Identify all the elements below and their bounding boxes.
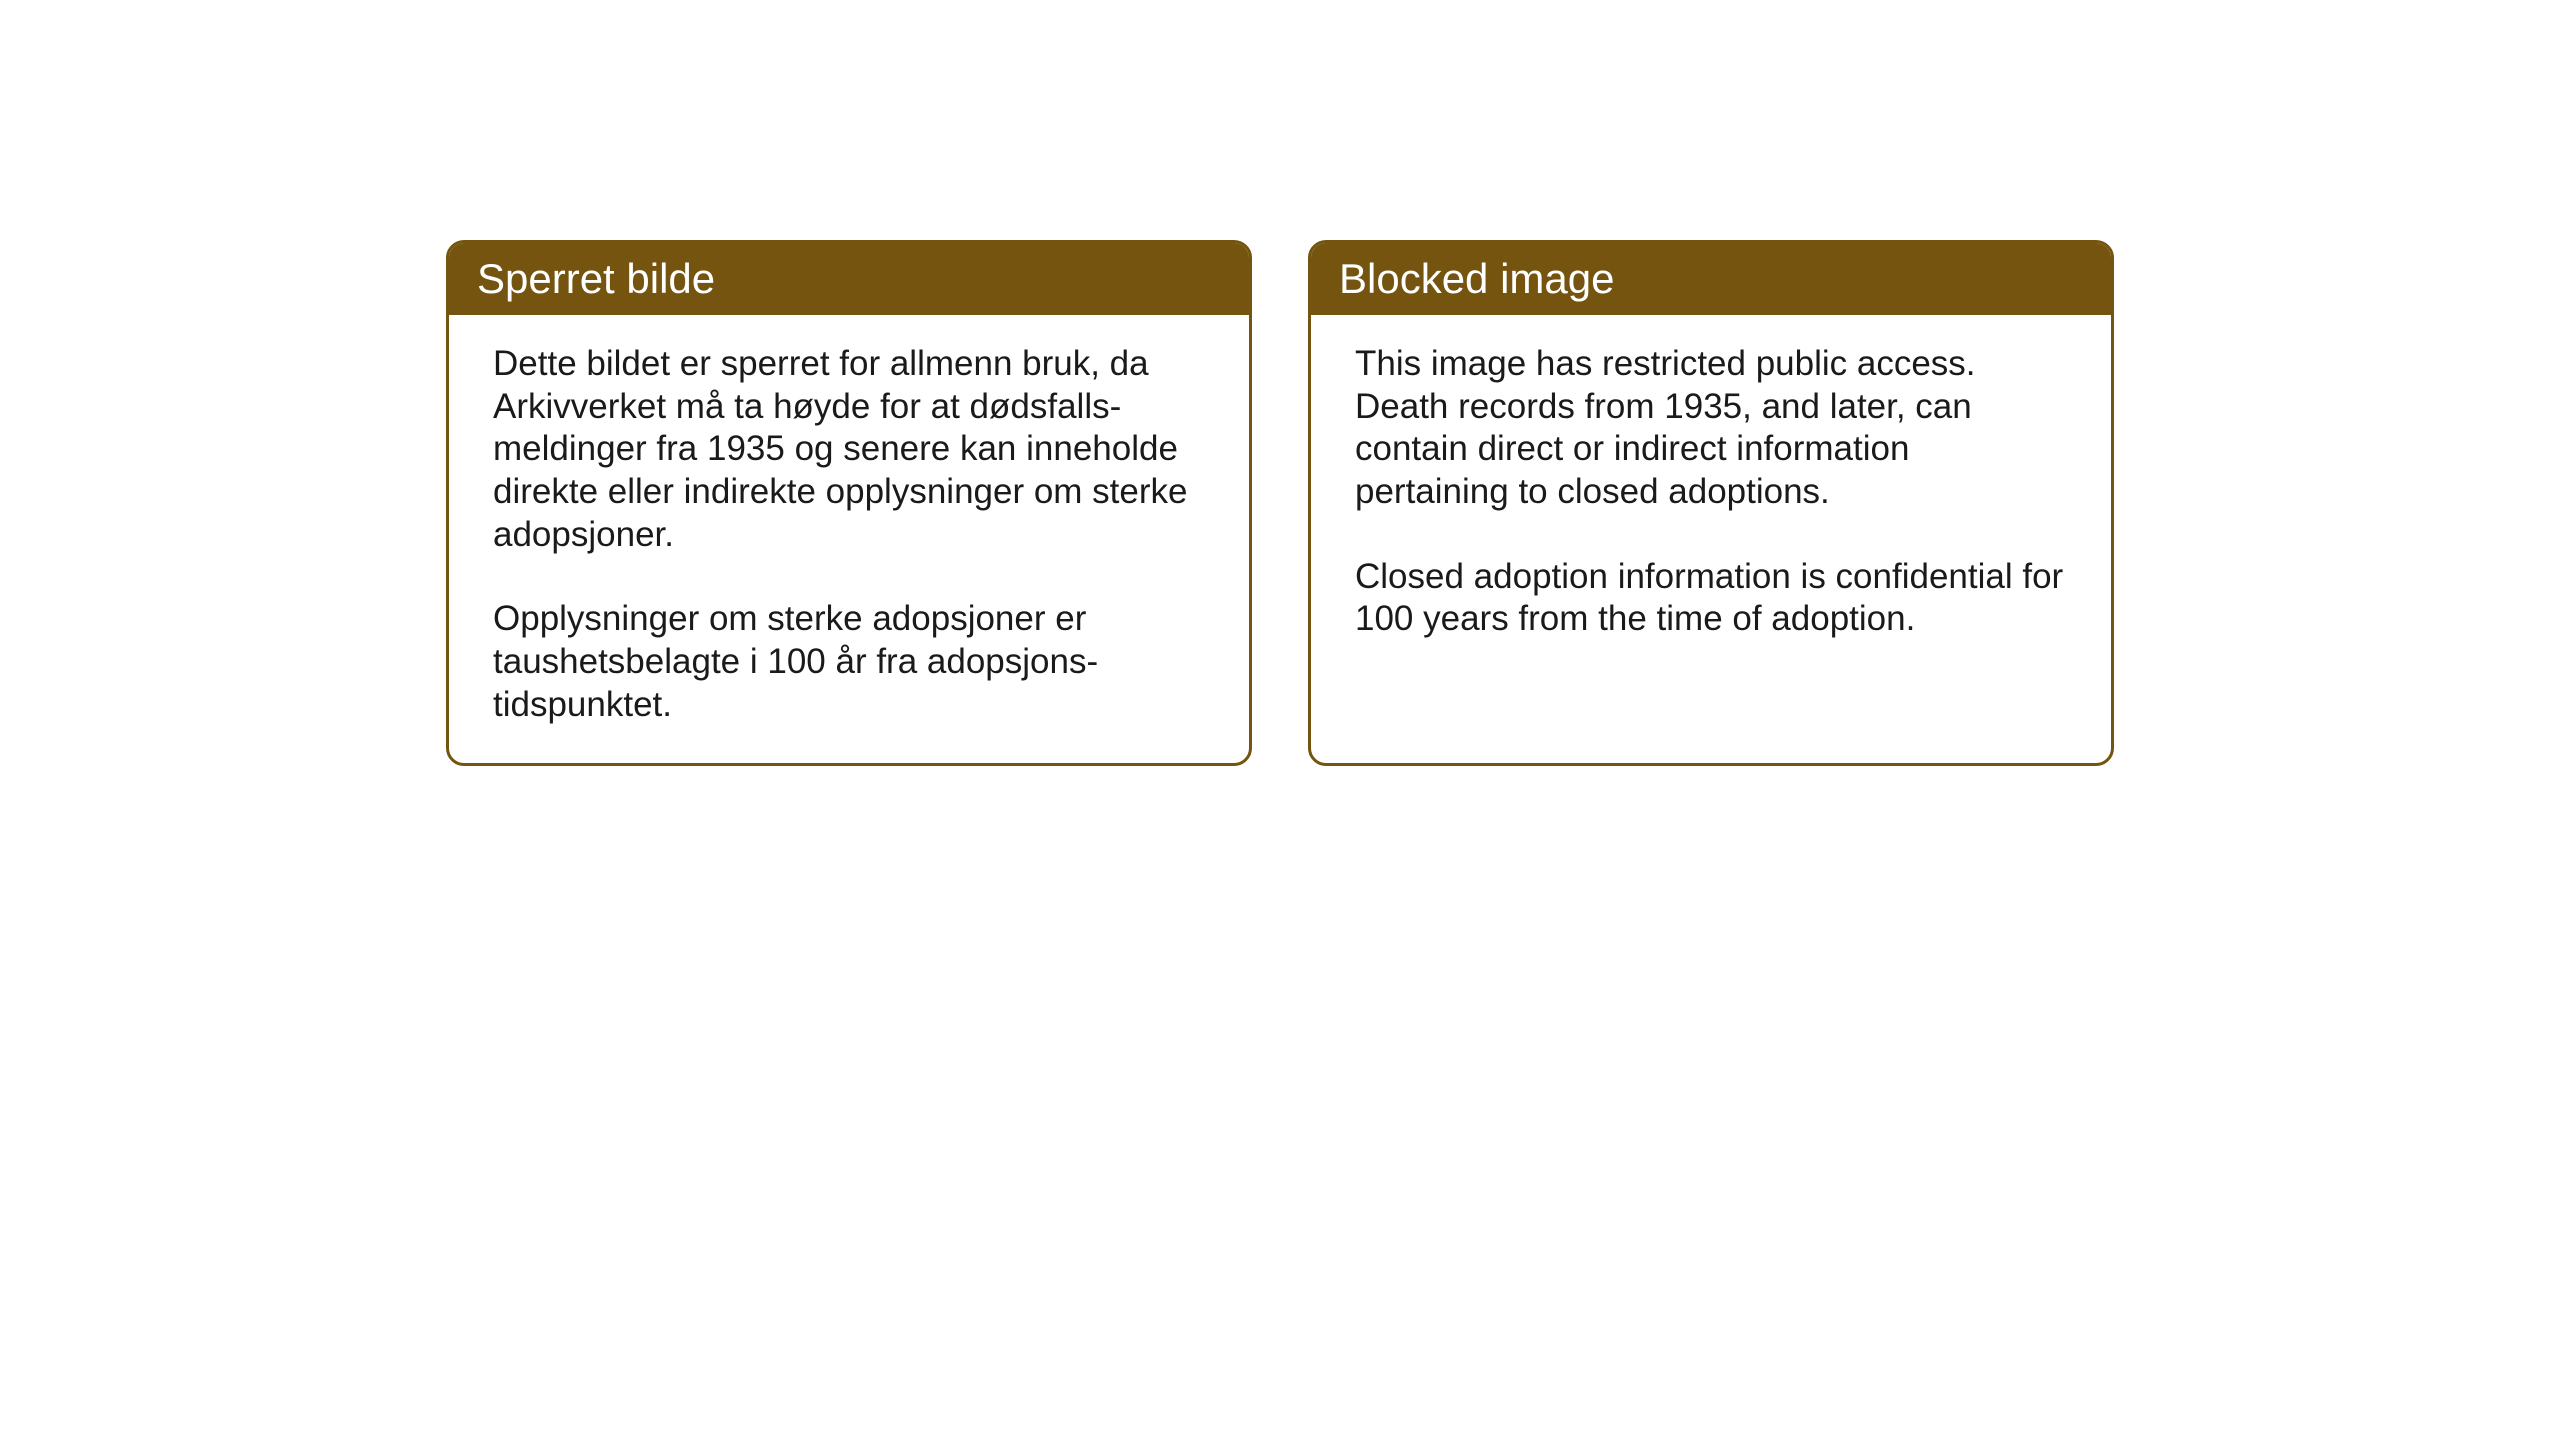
cards-container: Sperret bilde Dette bildet er sperret fo…: [446, 240, 2114, 766]
card-body-norwegian: Dette bildet er sperret for allmenn bruk…: [449, 315, 1249, 763]
card-body-english: This image has restricted public access.…: [1311, 315, 2111, 677]
card-header-english: Blocked image: [1311, 243, 2111, 315]
paragraph-1-english: This image has restricted public access.…: [1355, 343, 2067, 514]
card-norwegian: Sperret bilde Dette bildet er sperret fo…: [446, 240, 1252, 766]
paragraph-1-norwegian: Dette bildet er sperret for allmenn bruk…: [493, 343, 1205, 556]
card-english: Blocked image This image has restricted …: [1308, 240, 2114, 766]
paragraph-2-norwegian: Opplysninger om sterke adopsjoner er tau…: [493, 598, 1205, 726]
paragraph-2-english: Closed adoption information is confident…: [1355, 556, 2067, 641]
card-header-norwegian: Sperret bilde: [449, 243, 1249, 315]
